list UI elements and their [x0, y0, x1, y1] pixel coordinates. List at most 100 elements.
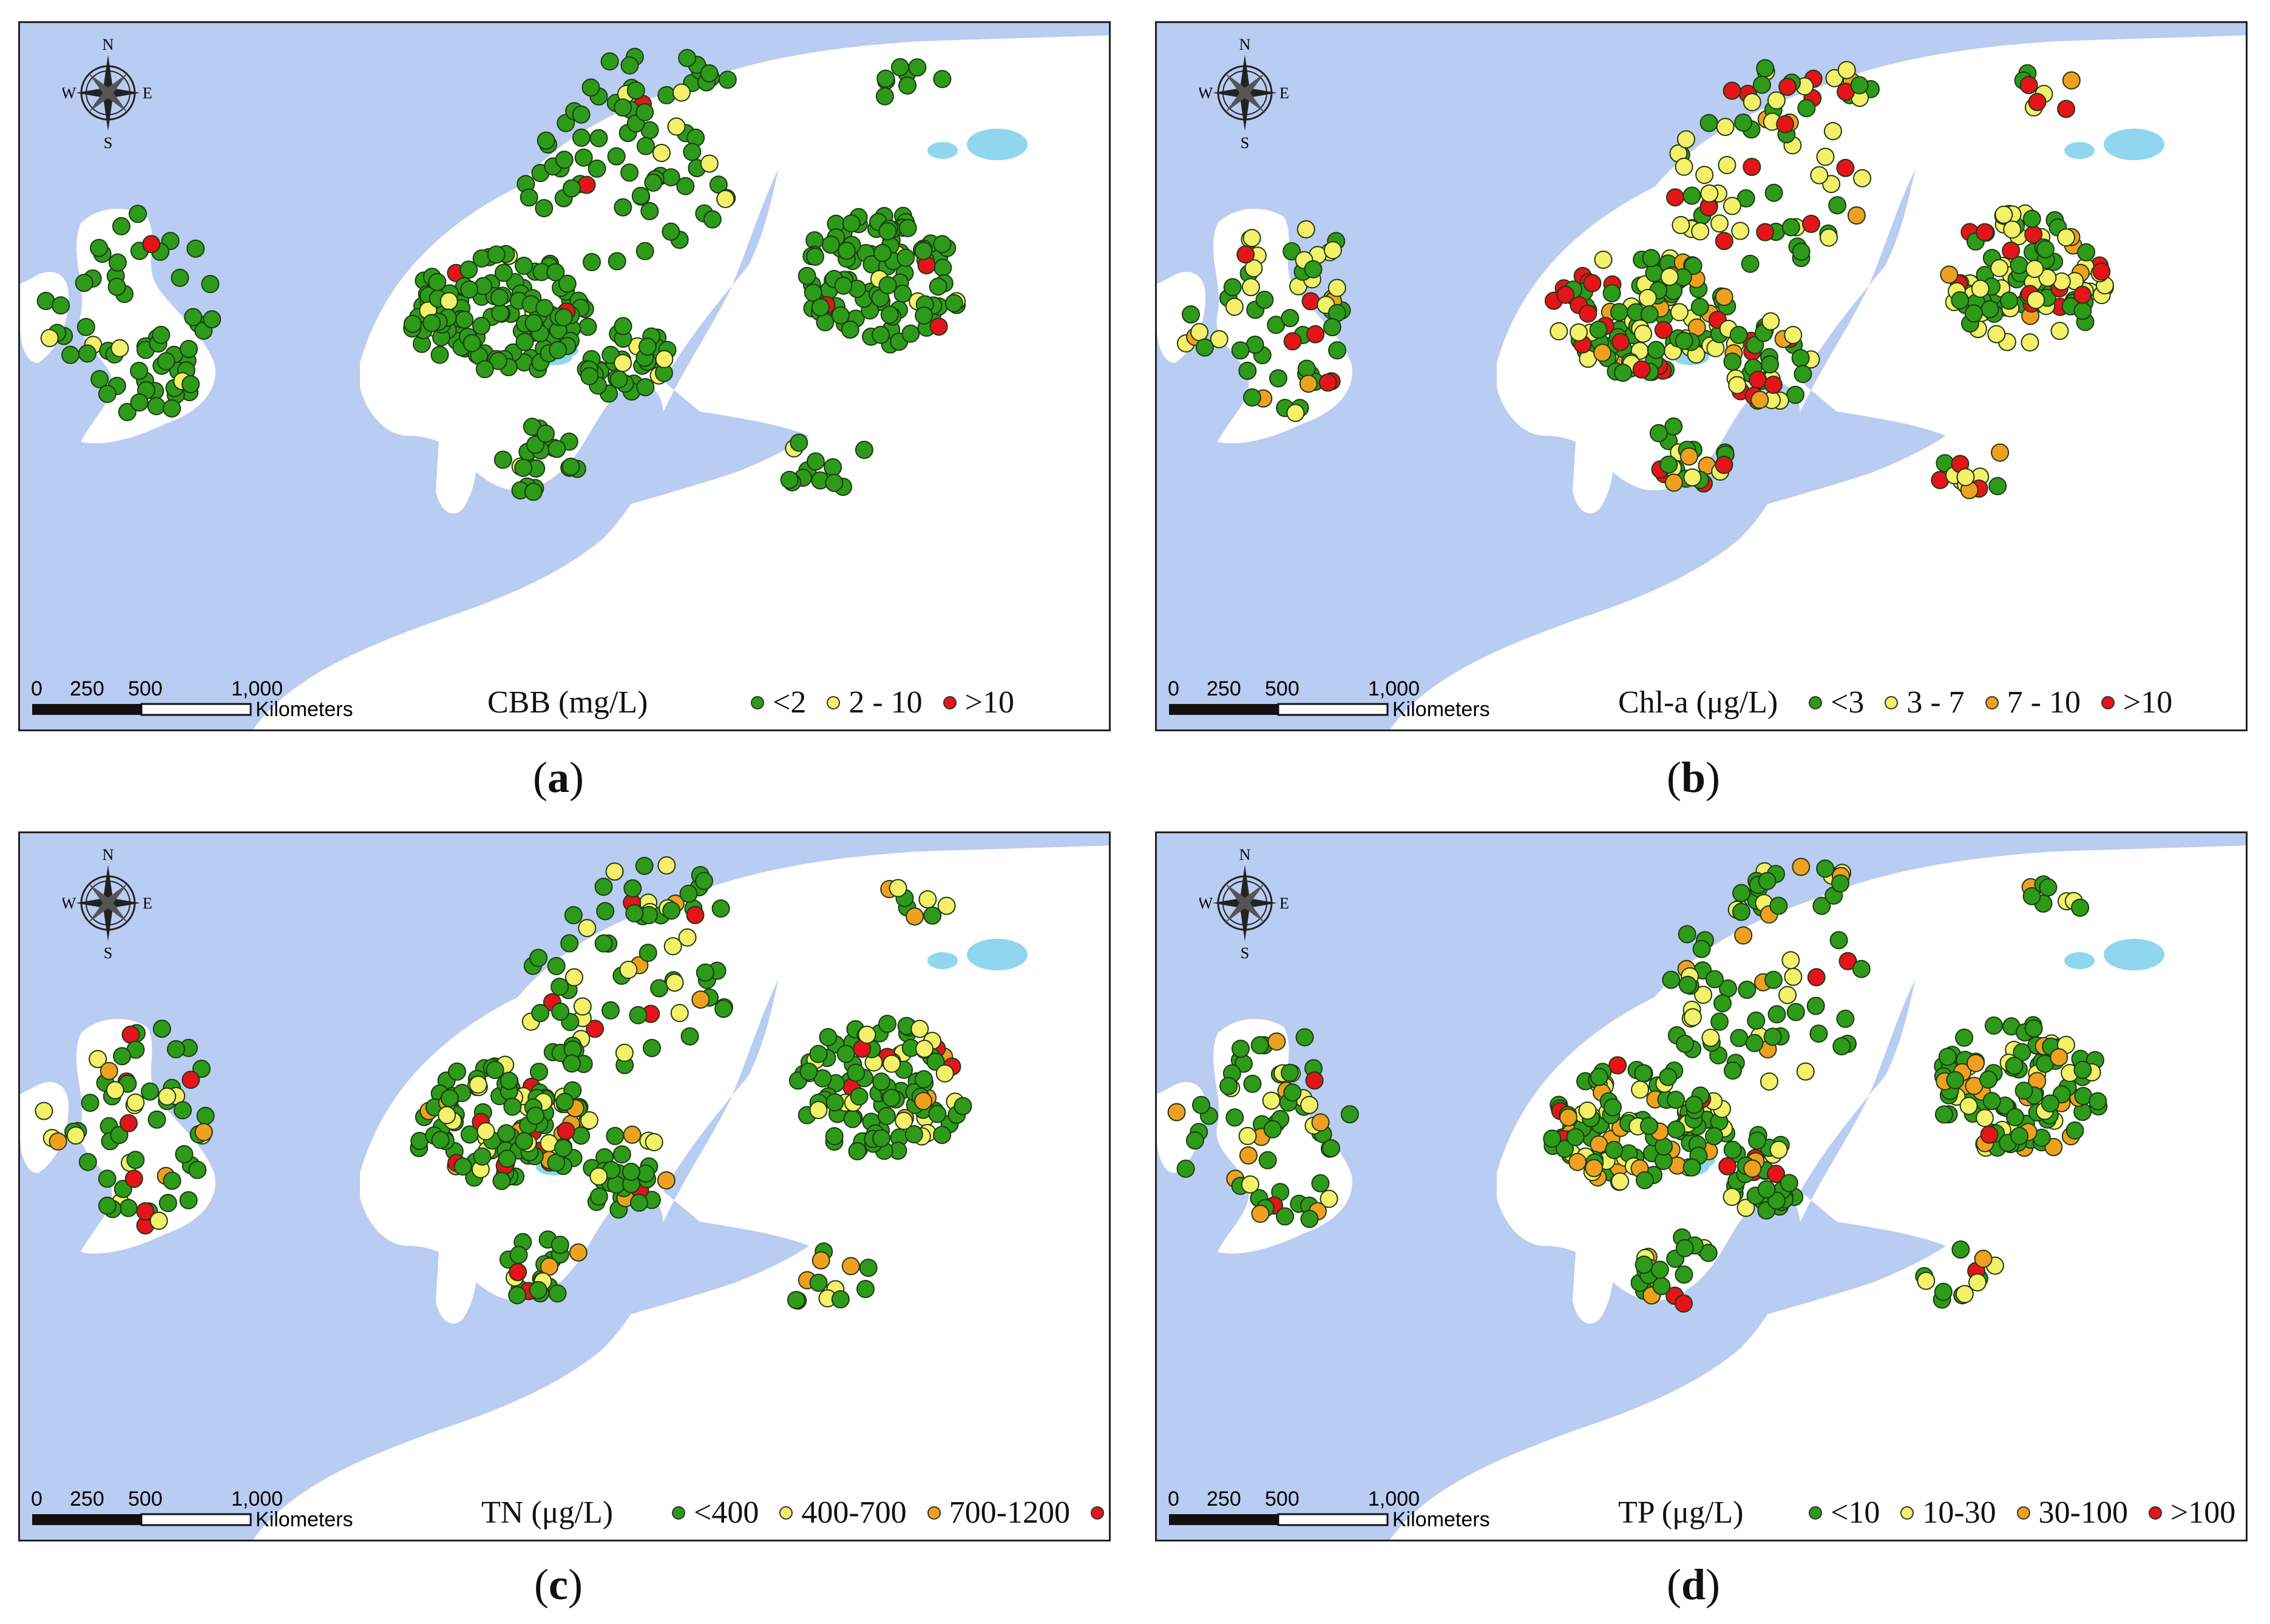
legend-swatch: [827, 695, 841, 709]
legend-swatch: [1900, 1506, 1914, 1520]
station-point: [798, 266, 816, 285]
station-point: [126, 1151, 145, 1169]
station-point: [149, 1211, 168, 1230]
station-point: [923, 906, 942, 925]
station-point: [100, 1061, 118, 1080]
station-point: [1645, 263, 1664, 282]
station-point: [589, 1167, 608, 1186]
station-point: [875, 87, 894, 106]
station-point: [848, 1142, 867, 1160]
station-point: [652, 144, 671, 162]
station-point: [1635, 1255, 1653, 1274]
station-point: [1242, 229, 1261, 248]
lake: [927, 952, 958, 969]
station-point: [1286, 404, 1305, 422]
station-point: [878, 1015, 896, 1034]
station-point: [847, 1063, 866, 1082]
station-point: [1182, 305, 1200, 324]
station-point: [66, 1126, 85, 1145]
station-point: [824, 458, 842, 476]
station-point: [98, 1169, 117, 1188]
station-point: [1705, 1127, 1724, 1146]
station-point: [1604, 1098, 1622, 1117]
legend-swatch: [1885, 695, 1899, 709]
station-point: [1258, 1151, 1277, 1169]
station-point: [1934, 1105, 1953, 1124]
station-point: [1300, 1095, 1319, 1114]
station-point: [526, 1106, 544, 1125]
land-polygon: [253, 35, 1109, 729]
station-point: [1767, 1005, 1786, 1024]
station-point: [639, 944, 657, 962]
station-point: [581, 78, 600, 97]
station-point: [2027, 291, 2045, 310]
basemap-b: [1157, 35, 2246, 729]
station-point: [1262, 1091, 1281, 1110]
legend-item: 700-1200: [927, 1495, 1070, 1531]
station-point: [524, 482, 543, 501]
station-point: [194, 1123, 213, 1142]
station-point: [555, 1092, 574, 1111]
station-point: [635, 103, 654, 121]
legend-label: 2 - 10: [849, 685, 923, 720]
station-point: [838, 242, 856, 260]
station-point: [1723, 1140, 1742, 1159]
station-point: [119, 1199, 138, 1217]
station-point: [1282, 242, 1301, 261]
station-point: [1792, 858, 1811, 876]
compass-rose-icon: N S W E: [1198, 35, 1290, 152]
station-point: [2002, 242, 2021, 260]
station-point: [422, 314, 441, 333]
station-point: [834, 276, 853, 295]
station-point: [1320, 1189, 1338, 1208]
compass-s: S: [1241, 944, 1249, 961]
station-point: [1723, 1188, 1741, 1206]
station-point: [551, 1003, 570, 1021]
station-point: [1974, 1250, 1993, 1268]
station-point: [1650, 1260, 1669, 1279]
legend-item: 30-100: [2016, 1495, 2128, 1531]
station-point: [821, 235, 840, 254]
station-point: [537, 424, 555, 443]
station-point: [1796, 1062, 1815, 1081]
station-point: [1635, 1171, 1654, 1189]
station-point: [1570, 323, 1588, 342]
station-point: [643, 1038, 661, 1057]
station-point: [594, 934, 613, 953]
station-point: [537, 131, 555, 150]
station-point: [1700, 184, 1719, 203]
station-point: [1690, 297, 1709, 316]
station-point: [1990, 259, 2009, 277]
station-point: [855, 441, 873, 459]
station-point: [580, 1111, 598, 1129]
caption-a: (a): [533, 753, 584, 802]
scale-bar: 0 250 500 1,000 Kilometers: [26, 1486, 366, 1535]
station-point: [428, 272, 447, 291]
station-point: [580, 367, 599, 385]
station-point: [614, 317, 632, 336]
station-point: [1784, 967, 1803, 986]
station-point: [691, 990, 710, 1009]
station-point: [620, 163, 639, 182]
station-point: [112, 217, 130, 235]
station-point: [1699, 113, 1718, 132]
station-point: [147, 1110, 166, 1129]
station-point: [1231, 341, 1250, 360]
station-point: [718, 70, 737, 89]
station-point: [937, 896, 956, 915]
station-point: [1250, 1036, 1269, 1055]
station-point: [1255, 291, 1274, 310]
compass-rose-icon: N S W E: [61, 35, 154, 152]
station-point: [1745, 1034, 1764, 1052]
station-point: [655, 350, 674, 368]
legend-item: >1200: [1090, 1495, 1109, 1531]
station-point: [1614, 364, 1633, 382]
station-point: [2019, 76, 2038, 95]
station-point: [577, 175, 596, 194]
station-point: [108, 253, 127, 272]
station-point: [489, 351, 507, 370]
station-point: [487, 245, 506, 264]
compass-n: N: [1239, 36, 1251, 53]
station-point: [672, 83, 691, 102]
station-point: [636, 378, 655, 396]
